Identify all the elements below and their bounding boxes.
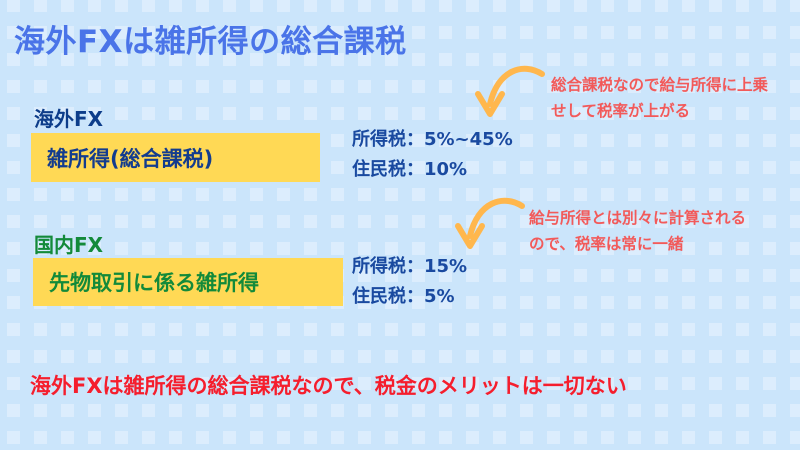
overseas-fx-label: 海外FX <box>34 107 104 131</box>
curved-arrow-icon <box>475 65 545 117</box>
domestic-income-tax: 所得税：15% <box>352 256 468 277</box>
overseas-taxes: 所得税：5%~45% 住民税：10% <box>352 125 513 185</box>
domestic-category-box: 先物取引に係る雑所得 <box>33 258 343 306</box>
curved-arrow-icon <box>455 197 525 249</box>
overseas-resident-tax: 住民税：10% <box>352 159 468 180</box>
overseas-category-box: 雑所得(総合課税) <box>31 133 320 182</box>
overseas-category: 雑所得(総合課税) <box>47 146 214 171</box>
domestic-resident-tax: 住民税：5% <box>352 286 455 307</box>
overseas-note: 総合課税なので給与所得に上乗せして税率が上がる <box>551 76 769 120</box>
domestic-fx-label: 国内FX <box>34 233 104 257</box>
domestic-note: 給与所得とは別々に計算されるので、税率は常に一緒 <box>529 209 747 253</box>
domestic-category: 先物取引に係る雑所得 <box>49 271 259 295</box>
domestic-taxes: 所得税：15% 住民税：5% <box>352 252 467 312</box>
overseas-income-tax: 所得税：5%~45% <box>352 129 513 150</box>
conclusion-text: 海外FXは雑所得の総合課税なので、税金のメリットは一切ない <box>30 374 627 398</box>
page-title: 海外FXは雑所得の総合課税 <box>14 24 407 60</box>
